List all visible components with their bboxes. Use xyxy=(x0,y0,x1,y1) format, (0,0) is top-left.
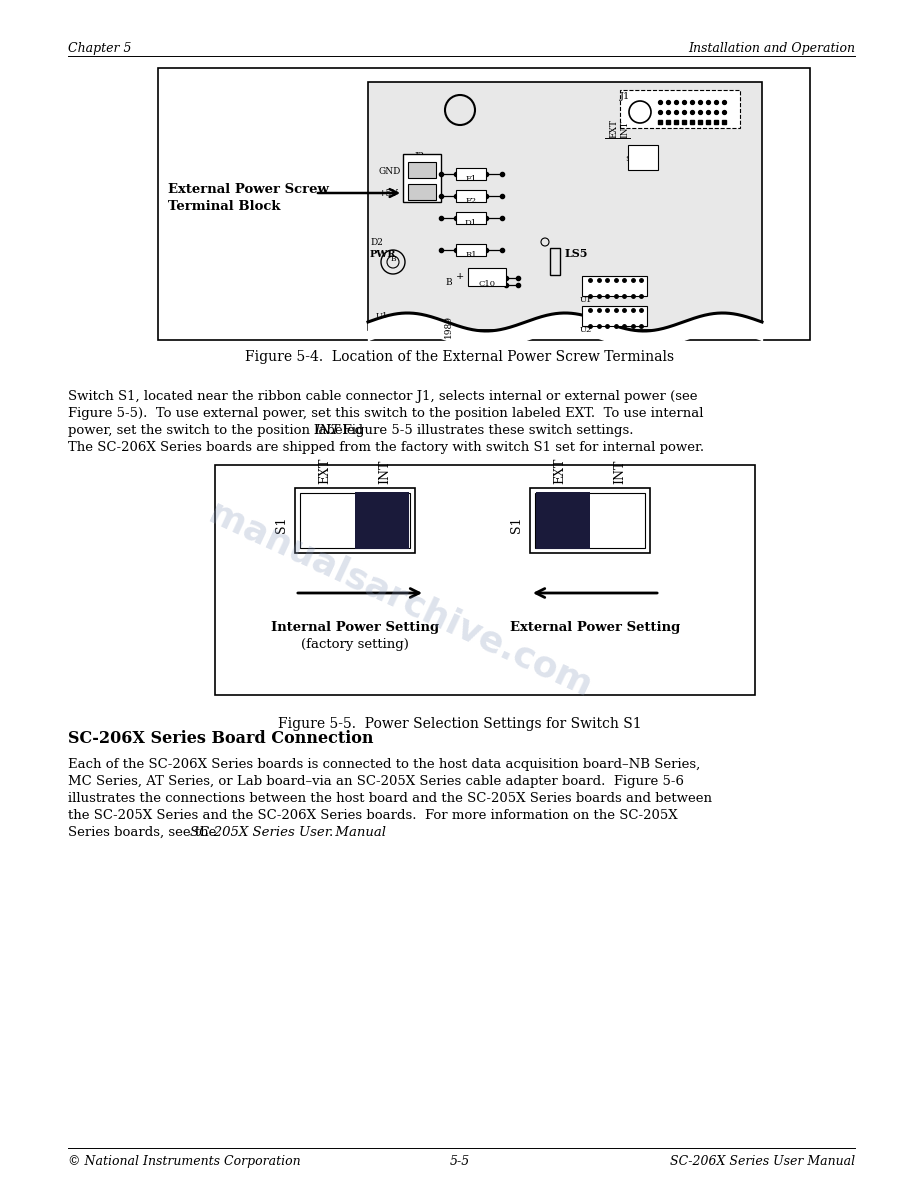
Text: LS5: LS5 xyxy=(565,248,589,259)
Bar xyxy=(456,244,486,255)
Text: Figure 5-4.  Location of the External Power Screw Terminals: Figure 5-4. Location of the External Pow… xyxy=(245,350,674,364)
Text: +5V: +5V xyxy=(378,189,398,197)
Bar xyxy=(215,465,755,695)
Text: Switch S1, located near the ribbon cable connector J1, selects internal or exter: Switch S1, located near the ribbon cable… xyxy=(68,390,697,403)
Text: EXT: EXT xyxy=(554,457,566,484)
Text: U1: U1 xyxy=(580,296,592,304)
Text: the SC-205X Series and the SC-206X Series boards.  For more information on the S: the SC-205X Series and the SC-206X Serie… xyxy=(68,809,678,822)
Text: .: . xyxy=(329,826,332,839)
Text: Each of the SC-206X Series boards is connected to the host data acquisition boar: Each of the SC-206X Series boards is con… xyxy=(68,758,700,771)
Text: Terminal Block: Terminal Block xyxy=(168,200,281,213)
Bar xyxy=(300,493,410,548)
Bar xyxy=(355,492,409,549)
Bar xyxy=(456,190,486,202)
Bar xyxy=(456,211,486,225)
Bar xyxy=(295,488,415,552)
Text: R1: R1 xyxy=(465,251,477,259)
Text: SC-206X Series User Manual: SC-206X Series User Manual xyxy=(670,1155,855,1168)
Text: External Power Screw: External Power Screw xyxy=(168,183,329,196)
Text: (factory setting): (factory setting) xyxy=(301,638,409,651)
Text: power, set the switch to the position labeled: power, set the switch to the position la… xyxy=(68,424,367,437)
Text: GND: GND xyxy=(378,168,401,177)
Text: S1: S1 xyxy=(509,517,522,533)
Text: F2: F2 xyxy=(465,197,476,206)
Bar xyxy=(530,488,650,552)
Bar xyxy=(456,168,486,181)
Text: PWR: PWR xyxy=(370,249,397,259)
Text: MC Series, AT Series, or Lab board–via an SC-205X Series cable adapter board.  F: MC Series, AT Series, or Lab board–via a… xyxy=(68,775,684,788)
Text: Figure 5-5).  To use external power, set this switch to the position labeled EXT: Figure 5-5). To use external power, set … xyxy=(68,407,704,421)
Text: INT: INT xyxy=(379,460,391,484)
Text: D1: D1 xyxy=(465,219,477,227)
Text: D2: D2 xyxy=(370,238,383,247)
Bar xyxy=(408,162,436,178)
Text: © National Instruments Corporation: © National Instruments Corporation xyxy=(68,1155,300,1168)
Bar xyxy=(535,493,645,548)
Text: C10: C10 xyxy=(479,280,495,287)
Text: Installation and Operation: Installation and Operation xyxy=(688,42,855,55)
Bar xyxy=(628,145,658,170)
Bar xyxy=(536,492,590,549)
Text: EXT: EXT xyxy=(609,119,618,138)
Bar xyxy=(368,82,762,330)
Text: The SC-206X Series boards are shipped from the factory with switch S1 set for in: The SC-206X Series boards are shipped fr… xyxy=(68,441,705,454)
Text: INT: INT xyxy=(314,424,340,437)
Text: U1: U1 xyxy=(376,312,389,320)
Text: illustrates the connections between the host board and the SC-205X Series boards: illustrates the connections between the … xyxy=(68,792,712,805)
Text: SC-205X Series User Manual: SC-205X Series User Manual xyxy=(191,826,387,839)
Bar xyxy=(468,268,506,286)
Text: +: + xyxy=(456,272,464,282)
Bar xyxy=(582,276,647,296)
Bar xyxy=(158,68,810,340)
Text: EXT: EXT xyxy=(319,457,332,484)
Text: INT: INT xyxy=(613,460,626,484)
Text: Series boards, see the: Series boards, see the xyxy=(68,826,221,839)
Bar xyxy=(582,307,647,326)
Bar xyxy=(403,154,441,202)
Text: S1: S1 xyxy=(625,154,636,163)
Text: 1989: 1989 xyxy=(444,315,453,339)
Text: Internal Power Setting: Internal Power Setting xyxy=(271,621,439,634)
Text: B: B xyxy=(445,278,451,287)
Text: Figure 5-5.  Power Selection Settings for Switch S1: Figure 5-5. Power Selection Settings for… xyxy=(278,718,642,731)
Bar xyxy=(408,184,436,200)
Text: .  Figure 5-5 illustrates these switch settings.: . Figure 5-5 illustrates these switch se… xyxy=(330,424,634,437)
Text: J2: J2 xyxy=(415,152,426,162)
Text: INT: INT xyxy=(620,120,629,138)
Text: F1: F1 xyxy=(465,175,477,183)
Bar xyxy=(620,90,740,128)
Text: S1: S1 xyxy=(274,517,287,533)
Text: SC-206X Series Board Connection: SC-206X Series Board Connection xyxy=(68,729,374,747)
Text: External Power Setting: External Power Setting xyxy=(510,621,680,634)
Text: U2: U2 xyxy=(580,326,592,334)
Text: manualsarchive.com: manualsarchive.com xyxy=(203,497,597,704)
Text: 5-5: 5-5 xyxy=(449,1155,470,1168)
Text: J1: J1 xyxy=(620,91,630,101)
Text: Chapter 5: Chapter 5 xyxy=(68,42,132,55)
Text: B: B xyxy=(391,255,396,263)
